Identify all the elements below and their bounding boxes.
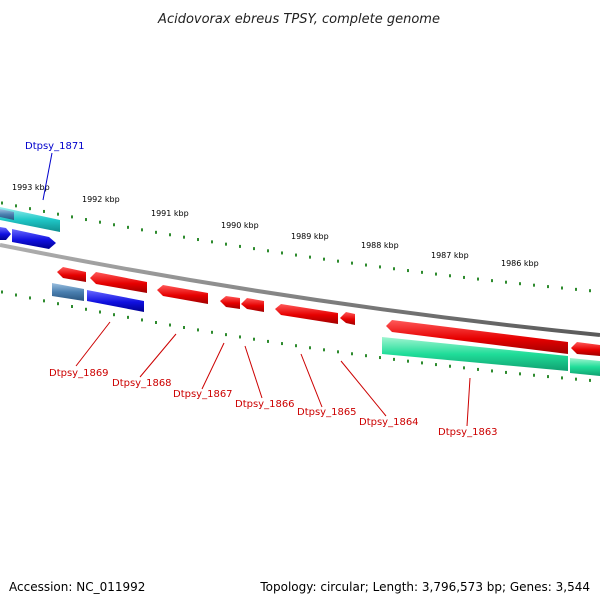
cds-reverse-9[interactable]: [571, 342, 600, 356]
leader-line-dtpsy-1871: [42, 152, 53, 201]
accession-text: Accession: NC_011992: [9, 580, 146, 594]
rna-feature-green[interactable]: [382, 337, 568, 371]
scale-ticks: [1, 201, 591, 382]
cds-reverse-6[interactable]: [275, 304, 338, 324]
forward-features: [0, 207, 60, 249]
cds-reverse-1[interactable]: [57, 267, 86, 282]
gene-label-dtpsy-1865[interactable]: Dtpsy_1865: [297, 407, 357, 418]
scale-label-1989: 1989 kbp: [291, 232, 329, 241]
gene-label-dtpsy-1866[interactable]: Dtpsy_1866: [235, 399, 295, 410]
reverse-features: [52, 267, 600, 376]
leader-line-dtpsy-1865: [300, 353, 323, 408]
scale-label-1993: 1993 kbp: [12, 183, 50, 192]
topology-text: Topology: circular; Length: 3,796,573 bp…: [260, 580, 590, 594]
scale-label-1992: 1992 kbp: [82, 195, 120, 204]
leader-line-dtpsy-1868: [139, 333, 177, 378]
scale-label-1986: 1986 kbp: [501, 259, 539, 268]
leader-line-dtpsy-1869: [75, 321, 111, 367]
rna-feature-cyan[interactable]: [0, 207, 60, 232]
cds-reverse-2[interactable]: [90, 272, 147, 293]
misc-feature-steel[interactable]: [0, 209, 14, 220]
genome-backbone: [0, 243, 600, 337]
gene-label-dtpsy-1868[interactable]: Dtpsy_1868: [112, 378, 172, 389]
cds-reverse-3[interactable]: [157, 285, 208, 304]
scale-label-1990: 1990 kbp: [221, 221, 259, 230]
cds-reverse-5[interactable]: [241, 298, 264, 312]
gene-label-dtpsy-1871[interactable]: Dtpsy_1871: [25, 141, 85, 152]
gene-label-dtpsy-1867[interactable]: Dtpsy_1867: [173, 389, 233, 400]
cds-forward-2[interactable]: [12, 229, 56, 249]
cds-reverse-7[interactable]: [340, 312, 355, 325]
gene-label-dtpsy-1869[interactable]: Dtpsy_1869: [49, 368, 109, 379]
leader-line-dtpsy-1863: [466, 377, 471, 427]
leader-line-dtpsy-1866: [244, 345, 263, 399]
cds-reverse-8[interactable]: [386, 320, 568, 354]
cds-reverse-4[interactable]: [220, 296, 240, 309]
rna-feature-green-2[interactable]: [570, 358, 600, 376]
leader-line-dtpsy-1867: [201, 342, 225, 390]
leader-line-dtpsy-1864: [340, 360, 387, 417]
map-title: Acidovorax ebreus TPSY, complete genome: [157, 12, 440, 27]
gene-label-dtpsy-1863[interactable]: Dtpsy_1863: [438, 427, 498, 438]
scale-label-1988: 1988 kbp: [361, 241, 399, 250]
cds-reverse-blue[interactable]: [87, 290, 144, 312]
cds-forward-1[interactable]: [0, 227, 11, 240]
scale-label-1991: 1991 kbp: [151, 209, 189, 218]
gene-label-dtpsy-1864[interactable]: Dtpsy_1864: [359, 417, 419, 428]
scale-label-1987: 1987 kbp: [431, 251, 469, 260]
misc-feature-steel-2[interactable]: [52, 283, 84, 301]
